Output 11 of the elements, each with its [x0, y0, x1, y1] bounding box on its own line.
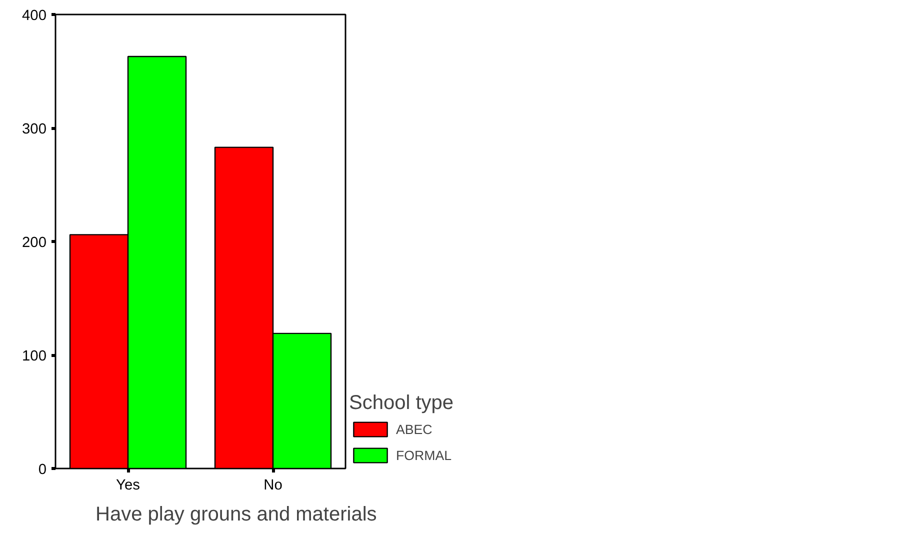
legend-label: ABEC: [396, 422, 432, 436]
y-tick-label: 200: [22, 235, 47, 251]
y-tick-label: 0: [38, 462, 47, 478]
y-tick-label: 400: [22, 8, 47, 24]
x-axis-title: Have play grouns and materials: [96, 504, 377, 526]
x-tick-label: No: [264, 478, 282, 494]
legend-title: School type: [349, 392, 454, 415]
legend-label: FORMAL: [396, 448, 452, 462]
x-tick-label: Yes: [116, 478, 140, 494]
y-tick-label: 100: [22, 348, 47, 364]
y-tick-label: 300: [22, 122, 47, 138]
